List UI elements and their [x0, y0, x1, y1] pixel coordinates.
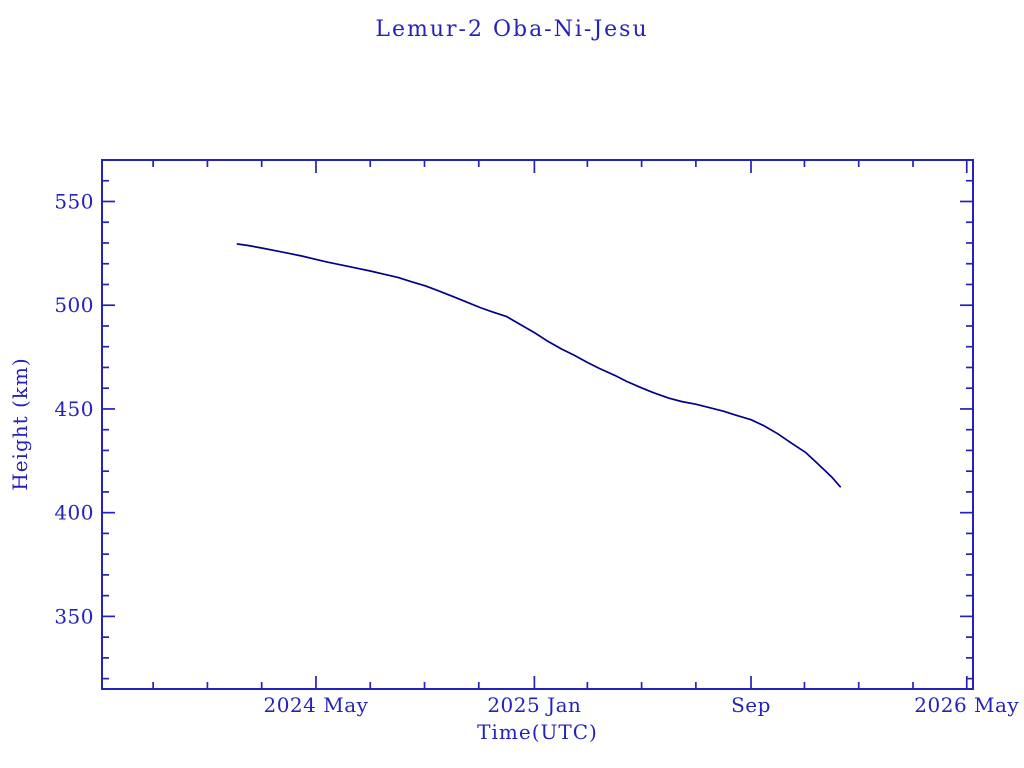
- x-tick-label: 2025 Jan: [487, 693, 581, 717]
- x-tick-label: 2026 May: [914, 693, 1019, 717]
- x-tick-label: Sep: [731, 693, 771, 717]
- x-tick-label: 2024 May: [263, 693, 368, 717]
- y-tick-label: 550: [54, 189, 94, 213]
- plot-frame: [101, 159, 974, 690]
- y-axis-title: Height (km): [8, 357, 32, 491]
- height-curve: [236, 243, 842, 488]
- y-tick-label: 450: [54, 397, 94, 421]
- y-tick-label: 500: [54, 293, 94, 317]
- x-axis-title: Time(UTC): [477, 720, 598, 744]
- y-tick-label: 400: [54, 501, 94, 525]
- chart-title: Lemur-2 Oba-Ni-Jesu: [375, 17, 649, 42]
- y-tick-label: 350: [54, 604, 94, 628]
